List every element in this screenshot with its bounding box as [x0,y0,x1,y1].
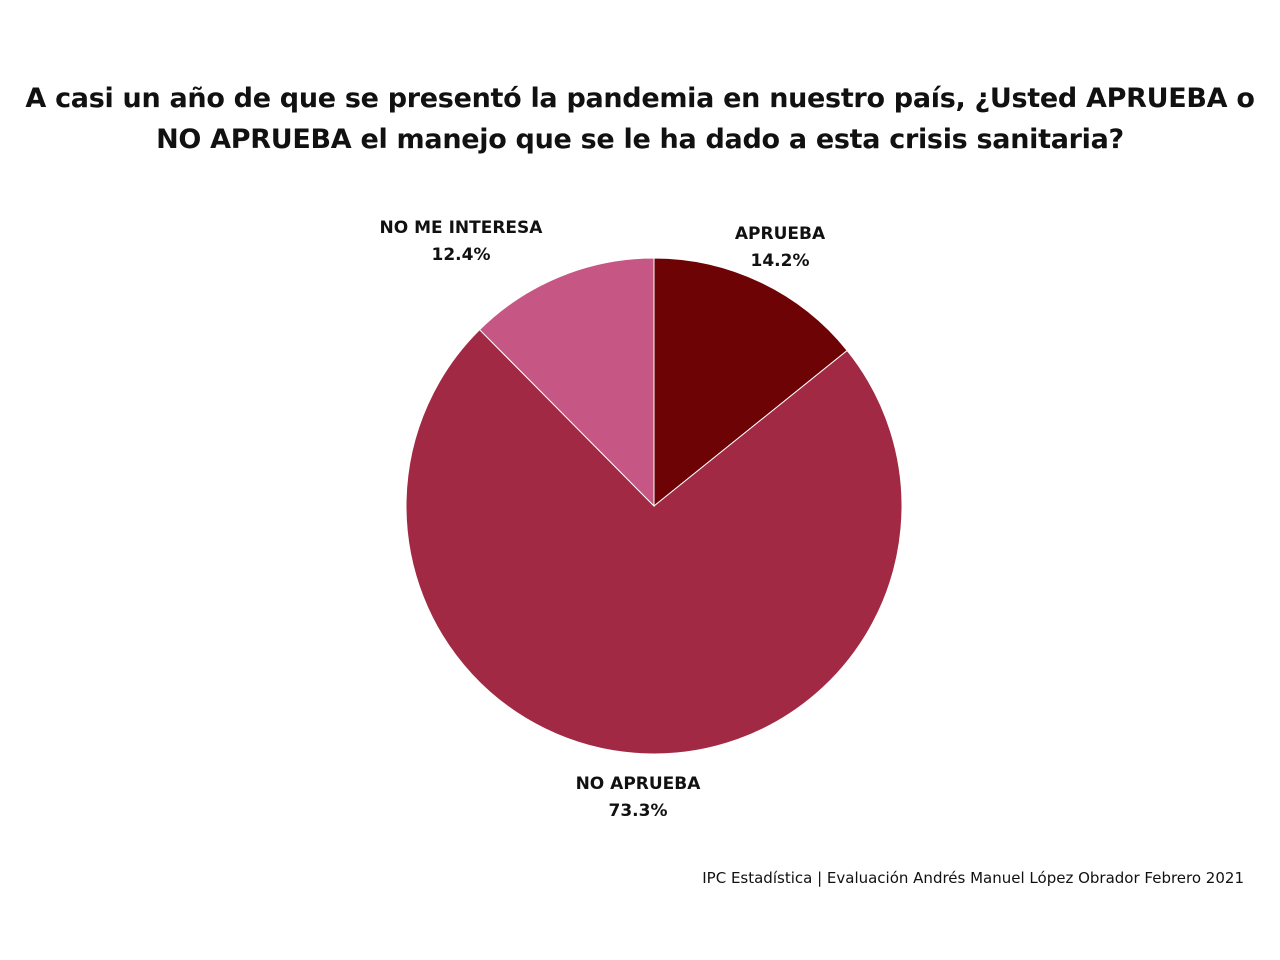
pie-labels: APRUEBA 14.2% NO APRUEBA 73.3% NO ME INTERES… [380,218,826,821]
source-credit: IPC Estadística | Evaluación Andrés Manu… [702,869,1244,887]
slice-value-label: 12.4% [432,245,491,265]
slice-label: NO APRUEBA [576,774,702,794]
pie-slice-no-me-interesa [478,257,655,508]
pie-slice-no-aprueba [405,328,903,755]
pie-slice-aprueba [653,257,848,508]
slice-value-label: 73.3% [609,801,668,821]
chart-title-line-2: NO APRUEBA el manejo que se le ha dado a… [156,124,1124,155]
slice-label: NO ME INTERESA [380,218,544,238]
chart-title-line-1: A casi un año de que se presentó la pand… [25,83,1255,114]
pie-slices [405,257,903,755]
chart-title: A casi un año de que se presentó la pand… [20,78,1260,160]
slice-label: APRUEBA [735,224,826,244]
slice-value-label: 14.2% [751,251,810,271]
